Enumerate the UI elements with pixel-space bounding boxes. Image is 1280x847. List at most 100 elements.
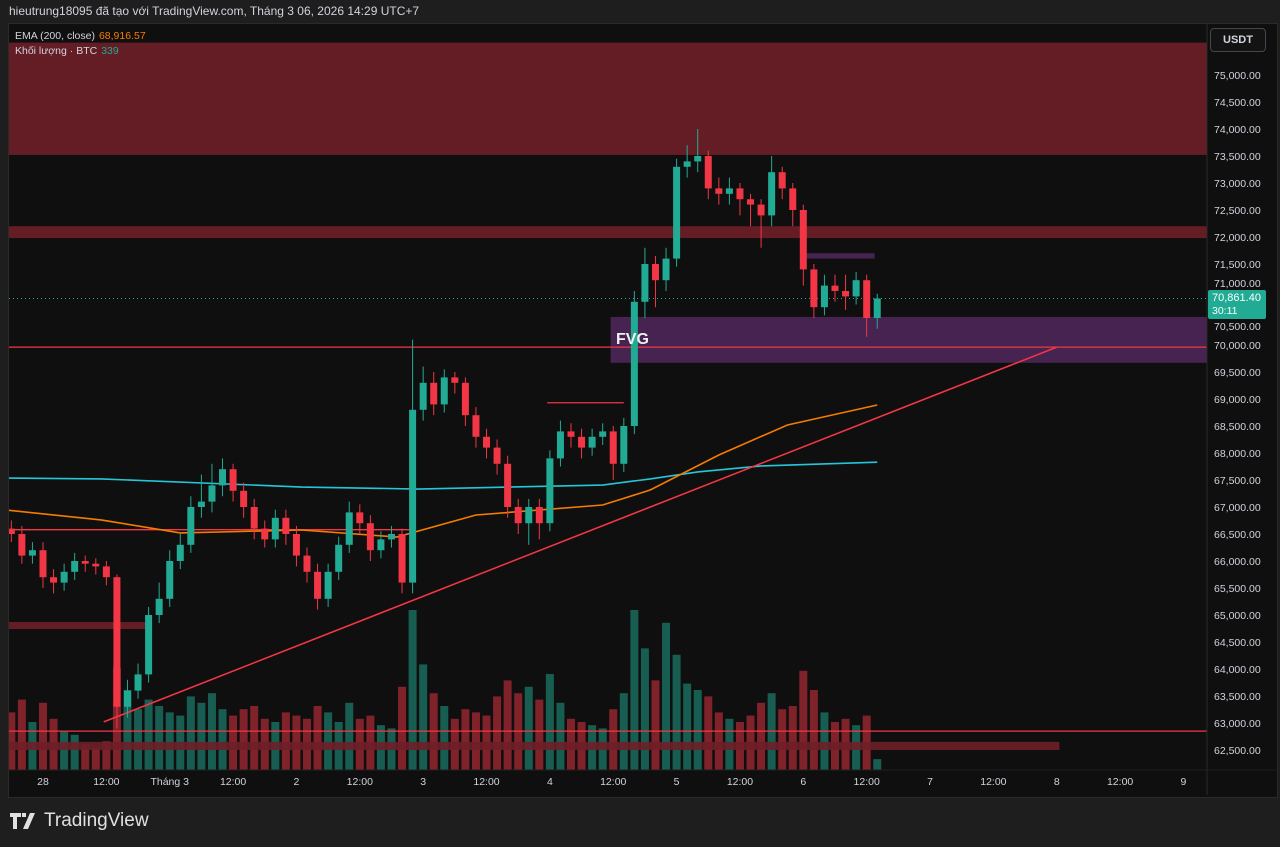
ema-legend[interactable]: EMA (200, close) 68,916.57 [15,30,146,42]
candle-body [768,172,776,216]
candle [799,204,807,286]
candle [461,377,469,426]
candle-body [715,188,723,194]
trendline [103,346,1058,723]
volume-bar [9,712,16,770]
tradingview-logo[interactable]: TradingView [10,810,149,832]
candle-body [440,377,448,405]
time-tick: 12:00 [854,776,880,788]
candle-body [292,534,300,556]
volume-bar [693,690,702,770]
candle [683,145,691,178]
candle [240,482,248,518]
candle [694,129,702,173]
candle-body [387,534,395,540]
candle [113,574,121,729]
candle-body [240,490,248,507]
volume-legend[interactable]: Khối lượng · BTC 339 [15,45,119,57]
candle-body [863,280,871,318]
candle [314,563,322,610]
candle-body [366,523,374,551]
candle [831,274,839,302]
candle [81,555,89,572]
candle-body [747,199,755,205]
candle-body [757,204,765,216]
candle-body [873,298,881,318]
time-tick: 12:00 [93,776,119,788]
candle-body [778,172,786,189]
candle [525,498,533,545]
volume-bar [440,706,449,770]
volume-bar [17,699,26,770]
price-tick: 67,000.00 [1214,502,1261,514]
candle-body [208,485,216,502]
price-tick: 63,500.00 [1214,691,1261,703]
candle-body [113,577,121,707]
volume-bar [545,674,554,770]
time-tick: 2 [294,776,300,788]
candle-body [176,544,184,561]
candle-body [9,528,15,534]
candle [757,199,765,248]
candle-body [50,577,58,583]
time-tick: 12:00 [600,776,626,788]
candle [483,428,491,459]
candle [863,274,871,337]
candle [409,339,417,594]
candle [102,561,110,586]
currency-button[interactable]: USDT [1210,28,1266,52]
candle [387,525,395,548]
price-tick: 70,500.00 [1214,321,1261,333]
candle [39,542,47,588]
volume-bar [778,709,787,770]
price-tick: 65,000.00 [1214,610,1261,622]
price-tick: 67,500.00 [1214,475,1261,487]
candle-body [166,561,174,599]
candle-body [662,258,670,281]
candle [134,663,142,699]
current-price-value: 70,861.40 [1212,292,1261,304]
candle [535,498,543,540]
candle [810,264,818,318]
candle [725,177,733,205]
candle [166,550,174,607]
candle [9,520,15,543]
candle [145,606,153,683]
time-tick: Tháng 3 [150,776,189,788]
candle-body [18,534,26,556]
candle-body [799,210,807,270]
candle-body [789,188,797,210]
volume-bar [324,712,333,770]
volume-bar [503,680,512,770]
volume-bar [155,706,164,770]
candle-body [271,517,279,540]
price-tick: 73,000.00 [1214,178,1261,190]
candle [820,274,828,316]
candle [747,193,755,227]
volume-bar [672,654,681,770]
candle [419,366,427,421]
candle [493,439,501,475]
volume-bar [398,686,407,770]
candle-body [694,156,702,162]
candle-body [472,415,480,437]
candle [778,166,786,200]
volume-bar [134,709,143,770]
price-tick: 66,500.00 [1214,529,1261,541]
candle [768,156,776,227]
candle-body [556,431,564,459]
candle-body [134,674,142,691]
purple-zone-small [800,253,875,259]
candle [736,183,744,216]
resistance-band-72000 [9,226,1207,239]
volume-bar [239,709,248,770]
volume-bar [662,622,671,770]
time-tick: 12:00 [980,776,1006,788]
candle-body [852,280,860,297]
volume-bar [197,702,206,770]
candle [440,369,448,413]
candle-body [377,539,385,551]
price-tick: 69,000.00 [1214,394,1261,406]
candle-body [525,507,533,524]
